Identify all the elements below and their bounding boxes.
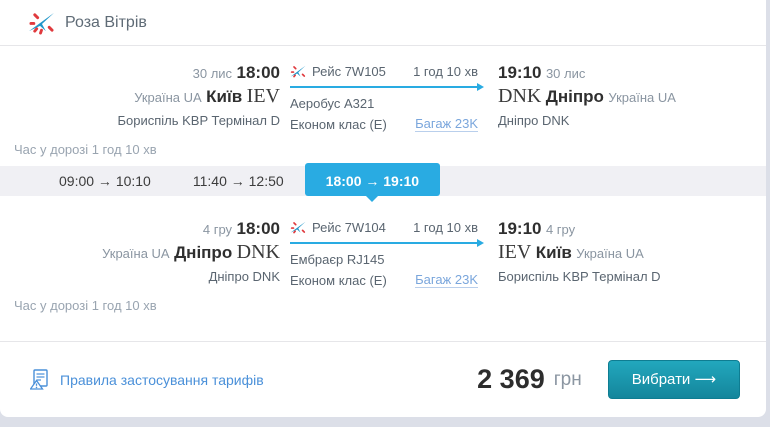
arrival-airport: Дніпро DNK [498,113,570,128]
departure-info: 4 гру 18:00 Україна UA Дніпро DNK Дніпро… [0,217,280,288]
flight-details: Рейс 7W104 1 год 10 хв Ембраєр RJ145 Еко… [290,220,484,288]
departure-country: Україна UA [134,90,202,105]
arrival-country: Україна UA [576,246,644,261]
departure-airport: Бориспіль KBP Термінал D [117,113,280,128]
departure-info: 30 лис 18:00 Україна UA Київ IEV Бориспі… [0,61,280,132]
arrival-info: 19:10 30 лис DNK Дніпро Україна UA Дніпр… [498,61,766,132]
fare-rules-document-icon [30,369,48,390]
arrival-country: Україна UA [608,90,676,105]
departure-date: 30 лис [192,66,233,81]
aircraft-type: Ембраєр RJ145 [290,252,385,267]
flight-duration: 1 год 10 хв [413,220,478,235]
airline-flight-icon [290,65,306,78]
arrival-time: 19:10 [498,63,542,82]
airline-flight-icon [290,221,306,234]
fare-rules-link[interactable]: Правила застосування тарифів [30,369,264,390]
departure-airport: Дніпро DNK [208,269,280,284]
flight-number: Рейс 7W105 [312,64,386,79]
footer-bar: Правила застосування тарифів 2 369 грн В… [0,341,766,417]
departure-date: 4 гру [202,222,233,237]
arrival-time: 19:10 [498,219,542,238]
fare-rules-label: Правила застосування тарифів [60,371,264,388]
flight-number: Рейс 7W104 [312,220,386,235]
departure-airport-code: IEV [246,85,280,107]
departure-time: 18:00 [236,63,280,82]
arrival-city: Київ [535,243,572,262]
departure-city: Київ [206,87,243,106]
departure-city: Дніпро [174,243,233,262]
arrival-airport-code: DNK [498,85,542,107]
arrival-date: 4 гру [545,222,576,237]
windrose-logo-icon [29,12,54,35]
departure-airport-code: DNK [236,241,280,263]
aircraft-type: Аеробус A321 [290,96,375,111]
baggage-link[interactable]: Багаж 23K [415,272,478,288]
flight-offer-card: Роза Вітрів 30 лис 18:00 Україна UA Київ… [0,0,766,417]
price-value: 2 369 [477,364,545,394]
price-block: 2 369 грн Вибрати ⟶ [477,360,740,399]
departure-time: 18:00 [236,219,280,238]
time-option-1[interactable]: 09:00 → 10:10 [59,173,151,189]
departure-country: Україна UA [102,246,170,261]
arrival-airport: Бориспіль KBP Термінал D [498,269,661,284]
arrival-city: Дніпро [545,87,604,106]
arrival-airport-code: IEV [498,241,532,263]
select-button[interactable]: Вибрати ⟶ [607,360,740,399]
travel-time: Час у дорозі 1 год 10 хв [14,142,157,157]
return-leg: 4 гру 18:00 Україна UA Дніпро DNK Дніпро… [0,196,766,313]
price-currency: грн [553,368,582,390]
baggage-link[interactable]: Багаж 23K [415,116,478,132]
airline-name: Роза Вітрів [65,13,147,31]
time-option-3-selected[interactable]: 18:00 → 19:10 [304,163,441,202]
flight-details: Рейс 7W105 1 год 10 хв Аеробус A321 Екон… [290,64,484,132]
header: Роза Вітрів [0,0,766,46]
flight-duration: 1 год 10 хв [413,64,478,79]
arrival-info: 19:10 4 гру IEV Київ Україна UA Бориспіл… [498,217,766,288]
flight-direction-arrow [290,239,484,247]
outbound-leg: 30 лис 18:00 Україна UA Київ IEV Бориспі… [0,46,766,157]
cabin-class: Економ клас (E) [290,272,387,288]
cabin-class: Економ клас (E) [290,116,387,132]
flight-direction-arrow [290,83,484,91]
time-option-2[interactable]: 11:40 → 12:50 [192,173,284,189]
arrival-date: 30 лис [545,66,586,81]
travel-time: Час у дорозі 1 год 10 хв [14,298,157,313]
time-options-bar: 09:00 → 10:10 11:40 → 12:50 18:00 → 19:1… [0,163,766,202]
